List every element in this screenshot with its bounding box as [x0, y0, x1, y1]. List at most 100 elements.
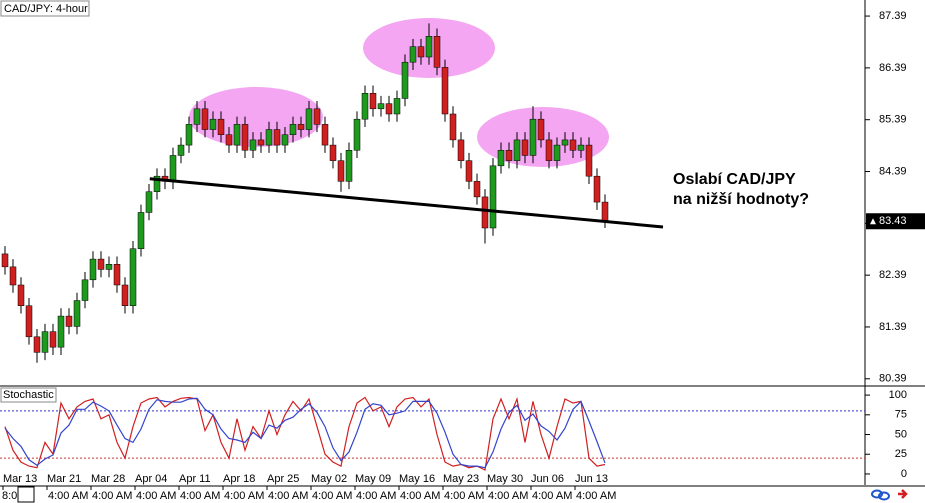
x-tick-label: Jun 13: [575, 473, 608, 485]
candle-body: [521, 139, 529, 156]
candle-body: [225, 134, 233, 146]
x-tick-label: Apr 11: [179, 473, 211, 485]
y-tick-label: 50: [895, 428, 907, 440]
x-tick-label: Mar 13: [3, 473, 37, 485]
x-tick-label: Mar 21: [47, 473, 81, 485]
candle-body: [513, 139, 521, 161]
candle-body: [505, 150, 513, 161]
candle-body: [145, 191, 153, 213]
last-price-box: [866, 213, 925, 230]
candle-body: [289, 124, 297, 135]
candle-body: [457, 139, 465, 161]
candle-body: [257, 139, 265, 146]
stochastic-line: [4, 396, 606, 471]
candle-body: [545, 139, 553, 161]
link-ring: [871, 489, 883, 499]
y-tick-label: 81.39: [879, 321, 907, 333]
candle-body: [129, 248, 137, 306]
candle-body: [137, 212, 145, 249]
candle-body: [553, 144, 561, 161]
candle-body: [305, 108, 313, 130]
time-label: 4:00 AM: [532, 490, 572, 502]
candle-body: [369, 93, 377, 110]
time-label: 4:00 AM: [400, 490, 440, 502]
annotation: na nižší hodnoty?: [673, 191, 809, 208]
candle-body: [401, 61, 409, 99]
candle-body: [425, 36, 433, 58]
candle-body: [353, 118, 361, 151]
time-label: 4:00 AM: [92, 490, 132, 502]
candle-body: [105, 264, 113, 270]
candle-body: [185, 124, 193, 146]
candle-body: [465, 160, 473, 182]
y-tick-label: 75: [895, 409, 907, 421]
time-label: 4:00 AM: [312, 490, 352, 502]
candle-body: [113, 264, 121, 286]
candle-body: [65, 315, 73, 327]
x-tick-label: May 30: [487, 473, 523, 485]
candle-body: [569, 139, 577, 151]
arrow-icon[interactable]: [898, 489, 908, 499]
link-ring: [878, 491, 890, 501]
highlight-left-shoulder: [189, 87, 323, 147]
annotation: Oslabí CAD/JPY: [673, 171, 796, 188]
time-label: 4:00 AM: [224, 490, 264, 502]
candle-body: [529, 118, 537, 156]
candle-body: [17, 284, 25, 306]
candle-body: [217, 118, 225, 135]
time-label: 4:00 AM: [444, 490, 484, 502]
candle-body: [81, 279, 89, 301]
time-label: 4:00 AM: [356, 490, 396, 502]
last-price-label: 83.43: [879, 215, 907, 227]
time-label: 4:00 AM: [268, 490, 308, 502]
candle-body: [337, 160, 345, 182]
candle-body: [345, 150, 353, 182]
candle-body: [1, 253, 9, 268]
x-tick-label: Apr 25: [267, 473, 299, 485]
candle-body: [321, 124, 329, 146]
candle-body: [201, 108, 209, 130]
indicator-title-box: [0, 387, 57, 403]
time-cursor-box: [17, 486, 35, 503]
y-tick-label: 0: [901, 468, 907, 480]
candle-body: [193, 108, 201, 125]
candle-body: [241, 124, 249, 151]
candle-body: [273, 129, 281, 146]
candle-body: [57, 315, 65, 348]
candle-body: [249, 139, 257, 151]
candle-body: [41, 331, 49, 353]
candle-body: [449, 113, 457, 141]
candle-body: [89, 258, 97, 281]
time-label: 4:00 AM: [576, 490, 616, 502]
link-icon[interactable]: [871, 489, 890, 501]
y-tick-label: 86.39: [879, 62, 907, 74]
candle-body: [329, 144, 337, 161]
candle-body: [441, 67, 449, 115]
candle-body: [601, 201, 609, 222]
y-tick-label: 84.39: [879, 165, 907, 177]
candle-body: [361, 93, 369, 120]
y-tick-label: 87.39: [879, 10, 907, 22]
stochastic-line: [4, 397, 606, 469]
x-tick-label: Jun 06: [531, 473, 564, 485]
candle-body: [265, 129, 273, 146]
x-tick-label: Apr 04: [135, 473, 167, 485]
chart-title: CAD/JPY: 4-hour: [4, 3, 88, 15]
candle-body: [417, 46, 425, 58]
candle-body: [377, 103, 385, 110]
x-tick-label: May 09: [355, 473, 391, 485]
candle-body: [593, 175, 601, 203]
candle-body: [537, 118, 545, 141]
y-tick-label: 25: [895, 448, 907, 460]
candle-body: [409, 46, 417, 63]
title-box: [0, 0, 90, 17]
candle-body: [561, 139, 569, 146]
x-tick-label: May 02: [311, 473, 347, 485]
x-tick-label: May 16: [399, 473, 435, 485]
candle-body: [473, 181, 481, 198]
time-label: 8:0: [2, 490, 17, 502]
candle-body: [281, 134, 289, 146]
candle-body: [385, 103, 393, 115]
candle-body: [297, 124, 305, 130]
